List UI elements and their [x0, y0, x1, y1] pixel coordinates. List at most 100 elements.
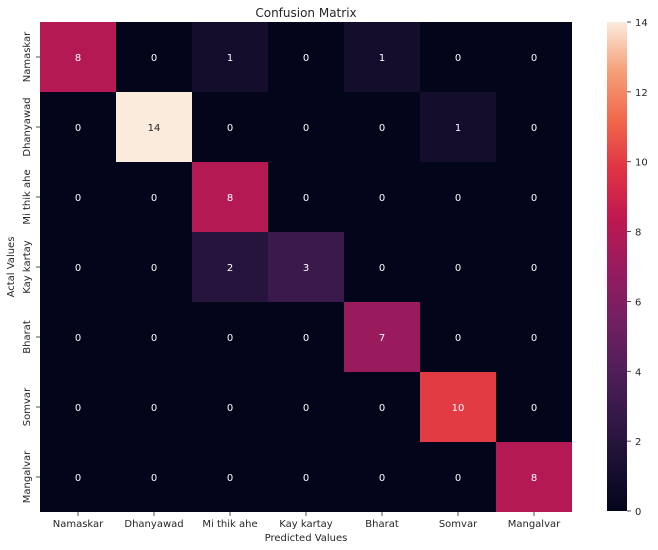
cell-annotation: 0 — [303, 333, 309, 344]
colorbar-tick-label: 2 — [635, 437, 641, 448]
cell-annotation: 0 — [75, 123, 81, 134]
heatmap-cell — [496, 302, 572, 372]
cell-annotation: 0 — [531, 193, 537, 204]
heatmap-cell — [268, 22, 344, 92]
heatmap-cell — [40, 92, 116, 162]
y-tick-label: Kay kartay — [22, 240, 33, 294]
y-axis-tick-labels: Namaskar Dhanyawad Mi thik ahe Kay kartay Bh… — [22, 31, 40, 503]
heatmap-cell — [344, 442, 420, 512]
heatmap-cell — [344, 92, 420, 162]
y-tick-label: Mangalvar — [22, 450, 33, 503]
y-tick-label: Mi thik ahe — [22, 169, 33, 224]
cell-annotation: 0 — [151, 333, 157, 344]
cell-annotation: 0 — [379, 473, 385, 484]
cell-annotation: 7 — [379, 333, 385, 344]
cell-annotation: 0 — [75, 193, 81, 204]
heatmap-cell — [268, 302, 344, 372]
cell-annotation: 0 — [75, 473, 81, 484]
heatmap-cell — [116, 232, 192, 302]
heatmap-cell — [40, 442, 116, 512]
x-axis-tick-labels: Namaskar Dhanyawad Mi thik ahe Kay kartay Bh… — [53, 512, 561, 530]
cell-annotation: 0 — [75, 333, 81, 344]
cell-annotation: 0 — [151, 193, 157, 204]
heatmap-cell — [192, 302, 268, 372]
x-tick-label: Dhanyawad — [124, 519, 183, 530]
heatmap-cell — [268, 442, 344, 512]
heatmap-cell — [116, 302, 192, 372]
colorbar-tick-label: 0 — [635, 507, 641, 518]
cell-annotation: 0 — [379, 263, 385, 274]
heatmap-cell — [344, 22, 420, 92]
heatmap-cell — [40, 372, 116, 442]
heatmap-cell — [116, 162, 192, 232]
heatmap-cell — [192, 372, 268, 442]
heatmap-cell — [496, 162, 572, 232]
heatmap-cell — [40, 22, 116, 92]
cell-annotation: 8 — [75, 53, 81, 64]
cell-annotation: 0 — [151, 473, 157, 484]
heatmap-cell — [192, 232, 268, 302]
cell-annotation: 0 — [151, 403, 157, 414]
y-tick-label: Dhanyawad — [22, 97, 33, 156]
heatmap-cell — [192, 442, 268, 512]
heatmap-cell — [420, 442, 496, 512]
heatmap-cell — [420, 372, 496, 442]
heatmap-cells: 8 0 1 0 1 0 00 14 0 0 0 1 00 0 8 0 0 0 00 0 2 3 0 0 00 0 0 0 7 0 00 0 0 0… — [40, 22, 572, 512]
heatmap-cell — [40, 302, 116, 372]
x-axis-label: Predicted Values — [265, 533, 348, 544]
cell-annotation: 10 — [452, 403, 465, 414]
colorbar-tick-label: 10 — [635, 158, 648, 169]
cell-annotation: 0 — [227, 473, 233, 484]
heatmap-cell — [420, 302, 496, 372]
cell-annotation: 0 — [303, 53, 309, 64]
heatmap-cell — [496, 22, 572, 92]
x-tick-label: Namaskar — [53, 519, 104, 530]
cell-annotation: 0 — [531, 123, 537, 134]
cell-annotation: 0 — [75, 263, 81, 274]
heatmap-cell — [344, 162, 420, 232]
colorbar-tick-label: 14 — [635, 18, 648, 29]
heatmap-cell — [420, 22, 496, 92]
cell-annotation: 0 — [227, 123, 233, 134]
y-tick-label: Somvar — [22, 387, 33, 426]
heatmap-cell — [116, 92, 192, 162]
heatmap-cell — [40, 162, 116, 232]
cell-annotation: 0 — [379, 123, 385, 134]
heatmap-cell — [268, 162, 344, 232]
cell-annotation: 0 — [455, 53, 461, 64]
x-tick-label: Kay kartay — [279, 519, 333, 530]
heatmap-cell — [344, 302, 420, 372]
cell-annotation: 8 — [531, 473, 537, 484]
cell-annotation: 0 — [455, 333, 461, 344]
x-tick-label: Mi thik ahe — [202, 519, 257, 530]
cell-annotation: 3 — [303, 263, 309, 274]
cell-annotation: 1 — [455, 123, 461, 134]
heatmap-cell — [192, 22, 268, 92]
cell-annotation: 0 — [531, 333, 537, 344]
cell-annotation: 0 — [531, 53, 537, 64]
heatmap-cell — [344, 372, 420, 442]
cell-annotation: 0 — [455, 193, 461, 204]
cell-annotation: 0 — [151, 53, 157, 64]
heatmap-cell — [420, 162, 496, 232]
cell-annotation: 14 — [148, 123, 161, 134]
cell-annotation: 0 — [531, 403, 537, 414]
heatmap-cell — [496, 442, 572, 512]
cell-annotation: 1 — [227, 53, 233, 64]
colorbar-tick-label: 6 — [635, 297, 641, 308]
y-axis-label: Actal Values — [6, 237, 17, 298]
cell-annotation: 8 — [227, 193, 233, 204]
heatmap-cell — [496, 372, 572, 442]
chart-title: Confusion Matrix — [255, 6, 356, 20]
y-tick-label: Namaskar — [22, 31, 33, 82]
cell-annotation: 0 — [455, 473, 461, 484]
colorbar-tick-label: 12 — [635, 88, 648, 99]
cell-annotation: 0 — [303, 123, 309, 134]
cell-annotation: 1 — [379, 53, 385, 64]
cell-annotation: 0 — [227, 403, 233, 414]
cell-annotation: 0 — [303, 473, 309, 484]
x-tick-label: Somvar — [439, 519, 478, 530]
heatmap-cell — [192, 162, 268, 232]
x-tick-label: Bharat — [365, 519, 399, 530]
